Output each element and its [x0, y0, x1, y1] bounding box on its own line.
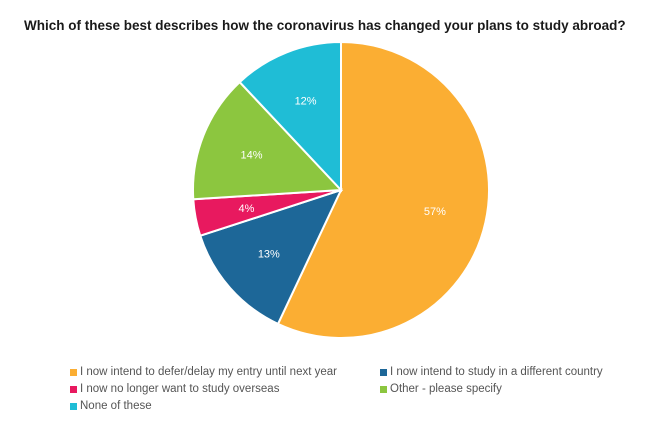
- slice-data-label-none: 12%: [295, 96, 317, 108]
- legend-swatch: [70, 368, 77, 376]
- legend-item-none[interactable]: None of these: [70, 400, 380, 412]
- legend-label: I now intend to defer/delay my entry unt…: [80, 366, 337, 378]
- slice-data-label-no-longer: 4%: [239, 203, 255, 215]
- legend-swatch: [380, 385, 387, 393]
- legend-item-defer[interactable]: I now intend to defer/delay my entry unt…: [70, 366, 380, 378]
- pie-chart: 57% 13% 4% 14% 12%: [192, 40, 490, 339]
- legend-swatch: [380, 368, 387, 376]
- legend-item-other[interactable]: Other - please specify: [380, 383, 650, 395]
- legend-item-no-longer[interactable]: I now no longer want to study overseas: [70, 383, 380, 395]
- pie-slice-other[interactable]: [192, 80, 344, 201]
- legend-swatch: [70, 402, 77, 410]
- pie-slice-defer[interactable]: [276, 40, 490, 339]
- legend-label: I now intend to study in a different cou…: [390, 366, 603, 378]
- slice-data-label-other: 14%: [241, 150, 263, 162]
- legend-item-different-country[interactable]: I now intend to study in a different cou…: [380, 366, 650, 378]
- pie-slice-different-country[interactable]: [198, 188, 343, 326]
- legend-label: Other - please specify: [390, 383, 502, 395]
- slice-data-label-different-country: 13%: [258, 249, 280, 261]
- slice-data-label-defer: 57%: [424, 206, 446, 218]
- legend-label: I now no longer want to study overseas: [80, 383, 280, 395]
- chart-title: Which of these best describes how the co…: [24, 18, 626, 33]
- legend-swatch: [70, 385, 77, 393]
- chart-legend: I now intend to defer/delay my entry unt…: [70, 366, 650, 412]
- pie-slice-none[interactable]: [238, 40, 342, 193]
- legend-label: None of these: [80, 400, 152, 412]
